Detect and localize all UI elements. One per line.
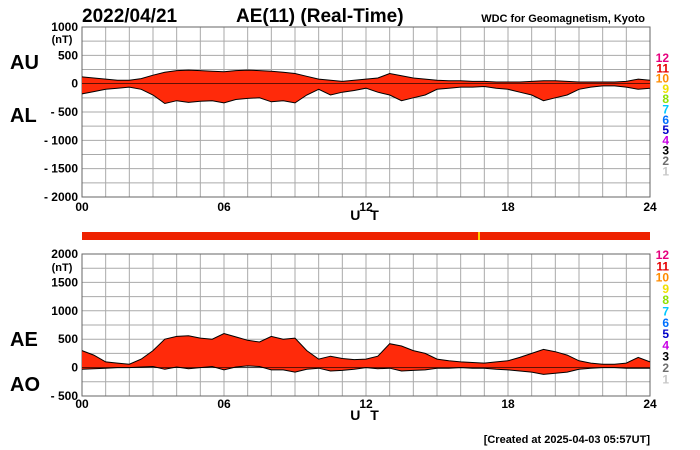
y-tick-label: 500 — [58, 48, 78, 62]
legend-item: 10 — [656, 271, 670, 285]
x-tick-label: 06 — [217, 200, 231, 214]
y-tick-label: - 500 — [51, 389, 79, 403]
y-tick-label: 2000 — [51, 247, 78, 261]
y-tick-label: 1000 — [51, 20, 78, 34]
x-tick-label: 24 — [643, 397, 657, 411]
x-tick-label: 00 — [75, 200, 89, 214]
y-tick-label: 0 — [71, 77, 78, 91]
legend-item: 11 — [656, 259, 669, 273]
legend-item: 9 — [662, 82, 669, 96]
series-line-al — [81, 85, 651, 105]
x-tick-label: 24 — [643, 200, 657, 214]
ao-series-label: AO — [10, 374, 40, 396]
legend-item: 8 — [662, 293, 669, 307]
series-fill-area — [82, 70, 650, 104]
y-tick-label: - 1500 — [44, 162, 78, 176]
legend-item: 5 — [662, 123, 669, 137]
legend-item: 3 — [662, 144, 669, 158]
legend-item: 5 — [662, 327, 669, 341]
x-tick-label: 18 — [501, 397, 515, 411]
al-series-label: AL — [10, 105, 37, 127]
x-tick-label: 06 — [217, 397, 231, 411]
legend-item: 7 — [662, 103, 669, 117]
x-tick-label: 12 — [359, 200, 373, 214]
y-tick-label: - 1000 — [44, 133, 78, 147]
legend-item: 6 — [662, 316, 669, 330]
y-tick-label: 1000 — [51, 304, 78, 318]
x-tick-label: 00 — [75, 397, 89, 411]
y-tick-label: - 2000 — [44, 190, 78, 204]
y-tick-label: 1500 — [51, 275, 78, 289]
legend-item: 1 — [662, 164, 669, 178]
series-line-ae — [81, 332, 651, 365]
created-timestamp: [Created at 2025-04-03 05:57UT] — [484, 434, 651, 446]
chart-date: 2022/04/21 — [82, 6, 178, 27]
ae-ao-unit-label: (nT) — [52, 262, 73, 274]
x-tick-label: 12 — [359, 397, 373, 411]
au-al-unit-label: (nT) — [52, 34, 73, 46]
legend-item: 2 — [662, 361, 669, 375]
legend-item: 12 — [656, 248, 670, 262]
legend-item: 11 — [656, 61, 669, 75]
y-tick-label: - 500 — [51, 105, 79, 119]
legend-item: 3 — [662, 350, 669, 364]
chart-title: AE(11) (Real-Time) — [236, 6, 404, 27]
legend-item: 12 — [656, 51, 670, 65]
data-availability-bar — [82, 232, 650, 240]
legend-item: 1 — [662, 372, 669, 386]
legend-item: 7 — [662, 305, 669, 319]
y-tick-label: 0 — [71, 361, 78, 375]
legend-item: 2 — [662, 154, 669, 168]
ae-series-label: AE — [10, 329, 38, 351]
ae-ao-x-axis-label: U T — [350, 407, 382, 423]
legend-item: 4 — [662, 338, 669, 352]
plot-frame — [81, 253, 651, 397]
data-availability-mark — [478, 232, 480, 240]
x-tick-label: 18 — [501, 200, 515, 214]
legend-item: 9 — [662, 282, 669, 296]
legend-item: 10 — [656, 72, 670, 86]
y-tick-label: 500 — [58, 332, 78, 346]
au-al-x-axis-label: U T — [350, 207, 382, 223]
series-fill-area — [82, 333, 650, 375]
legend-item: 6 — [662, 113, 669, 127]
legend-item: 4 — [662, 133, 669, 147]
chart-source: WDC for Geomagnetism, Kyoto — [481, 13, 645, 25]
au-series-label: AU — [10, 52, 39, 74]
plot-frame — [81, 26, 651, 198]
legend-item: 8 — [662, 92, 669, 106]
series-line-au — [81, 69, 651, 83]
